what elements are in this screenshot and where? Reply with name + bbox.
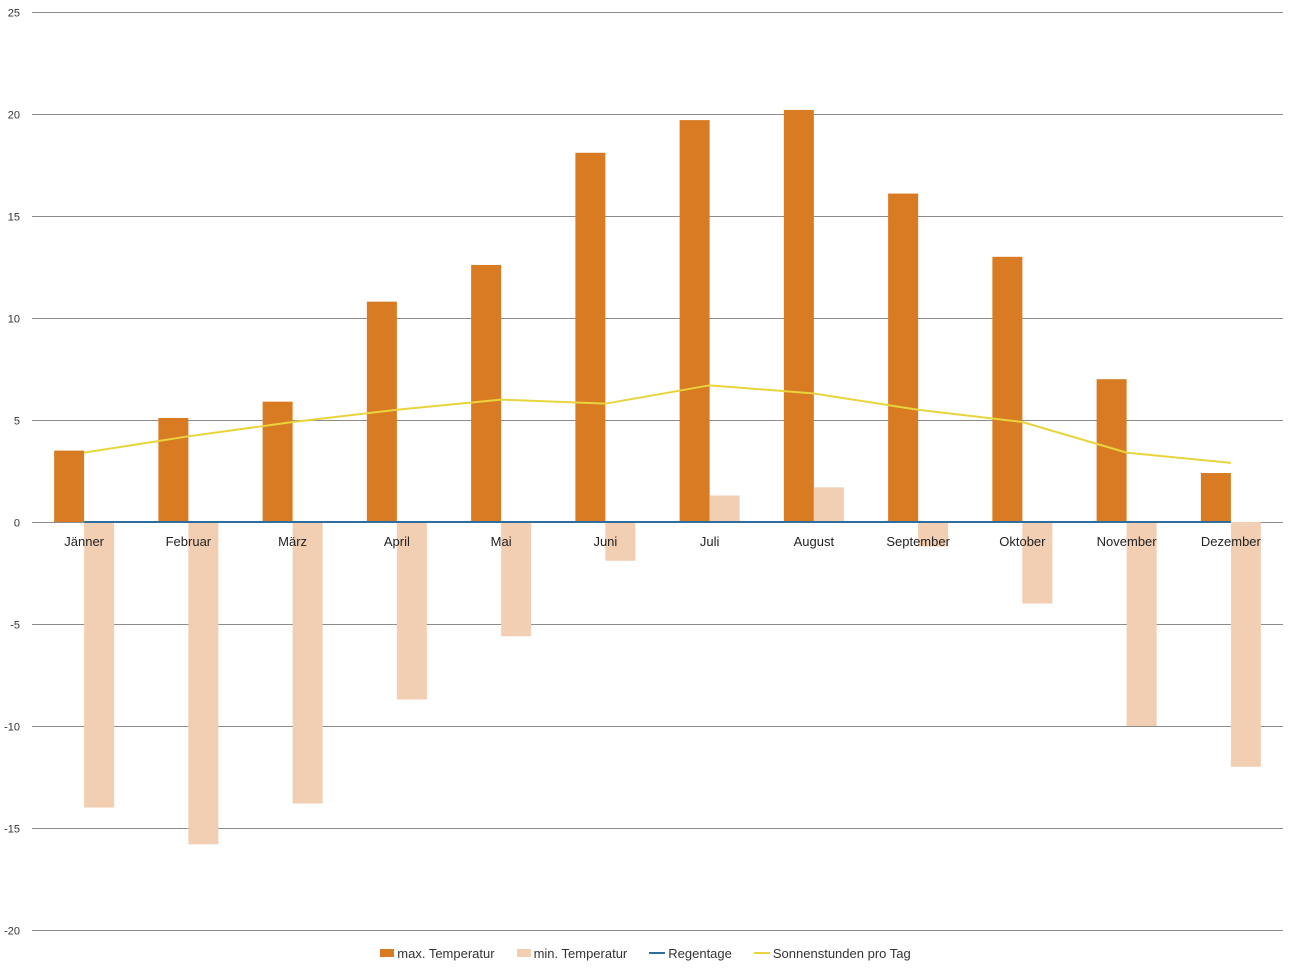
x-tick-label: Jänner — [64, 534, 104, 549]
bar-max-temp — [783, 109, 814, 523]
y-tick-label: 5 — [14, 416, 20, 428]
legend-item-min-temp: min. Temperatur — [516, 945, 628, 961]
bar-min-temp — [918, 522, 949, 547]
bar-min-temp — [84, 522, 115, 808]
y-tick-label: 15 — [8, 212, 20, 224]
x-tick-label: März — [278, 534, 307, 549]
bar-max-temp — [1200, 473, 1231, 522]
legend-swatch-sun-hours — [753, 952, 770, 954]
x-tick-label: Oktober — [999, 534, 1046, 549]
legend-item-max-temp: max. Temperatur — [380, 945, 495, 961]
bar-max-temp — [158, 417, 189, 522]
bar-min-temp — [605, 522, 636, 561]
line-sun-hours — [83, 384, 1231, 464]
x-tick-label: Februar — [166, 534, 212, 549]
y-tick-label: 0 — [14, 518, 20, 530]
legend-label-sun-hours: Sonnenstunden pro Tag — [772, 945, 911, 961]
bar-max-temp — [575, 152, 606, 522]
y-tick-label: 20 — [8, 110, 20, 122]
legend-label-rain-days: Regentage — [668, 945, 732, 961]
bar-max-temp — [471, 264, 502, 522]
bar-min-temp — [501, 522, 532, 637]
x-tick-label: Dezember — [1201, 534, 1262, 549]
lines — [83, 384, 1231, 523]
y-tick-label: -5 — [10, 620, 20, 632]
y-tick-label: -20 — [4, 926, 20, 938]
x-tick-label: September — [886, 534, 950, 549]
y-tick-label: 25 — [8, 8, 20, 20]
bar-min-temp — [1126, 522, 1157, 726]
bar-max-temp — [992, 256, 1023, 522]
bar-min-temp — [813, 487, 844, 522]
legend-item-sun-hours: Sonnenstunden pro Tag — [753, 945, 911, 961]
bar-max-temp — [679, 120, 710, 523]
bar-min-temp — [396, 522, 427, 700]
bars — [54, 109, 1261, 845]
x-axis-labels: Jänner Februar März April Mai Juni Juli August S… — [64, 534, 1261, 549]
bar-min-temp — [709, 495, 740, 522]
x-tick-label: August — [794, 534, 835, 549]
legend-label-max-temp: max. Temperatur — [397, 945, 495, 961]
legend-label-min-temp: min. Temperatur — [533, 945, 628, 961]
legend-swatch-max-temp — [380, 949, 395, 957]
y-tick-label: 10 — [8, 314, 20, 326]
x-tick-label: Juli — [700, 534, 720, 549]
bar-min-temp — [1230, 522, 1261, 767]
legend: max. Temperatur min. Temperatur Regentag… — [0, 943, 1291, 963]
x-tick-label: November — [1097, 534, 1158, 549]
bar-min-temp — [188, 522, 219, 845]
x-tick-label: Mai — [491, 534, 512, 549]
y-axis-ticks: 25 20 15 10 5 0 -5 -10 -15 -20 — [4, 8, 20, 938]
bar-max-temp — [54, 450, 85, 522]
legend-item-rain-days: Regentage — [649, 946, 732, 961]
legend-swatch-rain-days — [649, 952, 666, 954]
x-tick-label: April — [384, 534, 410, 549]
bar-max-temp — [888, 193, 919, 522]
y-tick-label: -15 — [4, 824, 20, 836]
legend-swatch-min-temp — [516, 949, 531, 957]
y-tick-label: -10 — [4, 722, 20, 734]
gridlines — [32, 12, 1283, 931]
bar-min-temp — [1022, 522, 1053, 604]
bar-min-temp — [292, 522, 323, 804]
x-tick-label: Juni — [593, 534, 617, 549]
bar-max-temp — [262, 401, 293, 522]
